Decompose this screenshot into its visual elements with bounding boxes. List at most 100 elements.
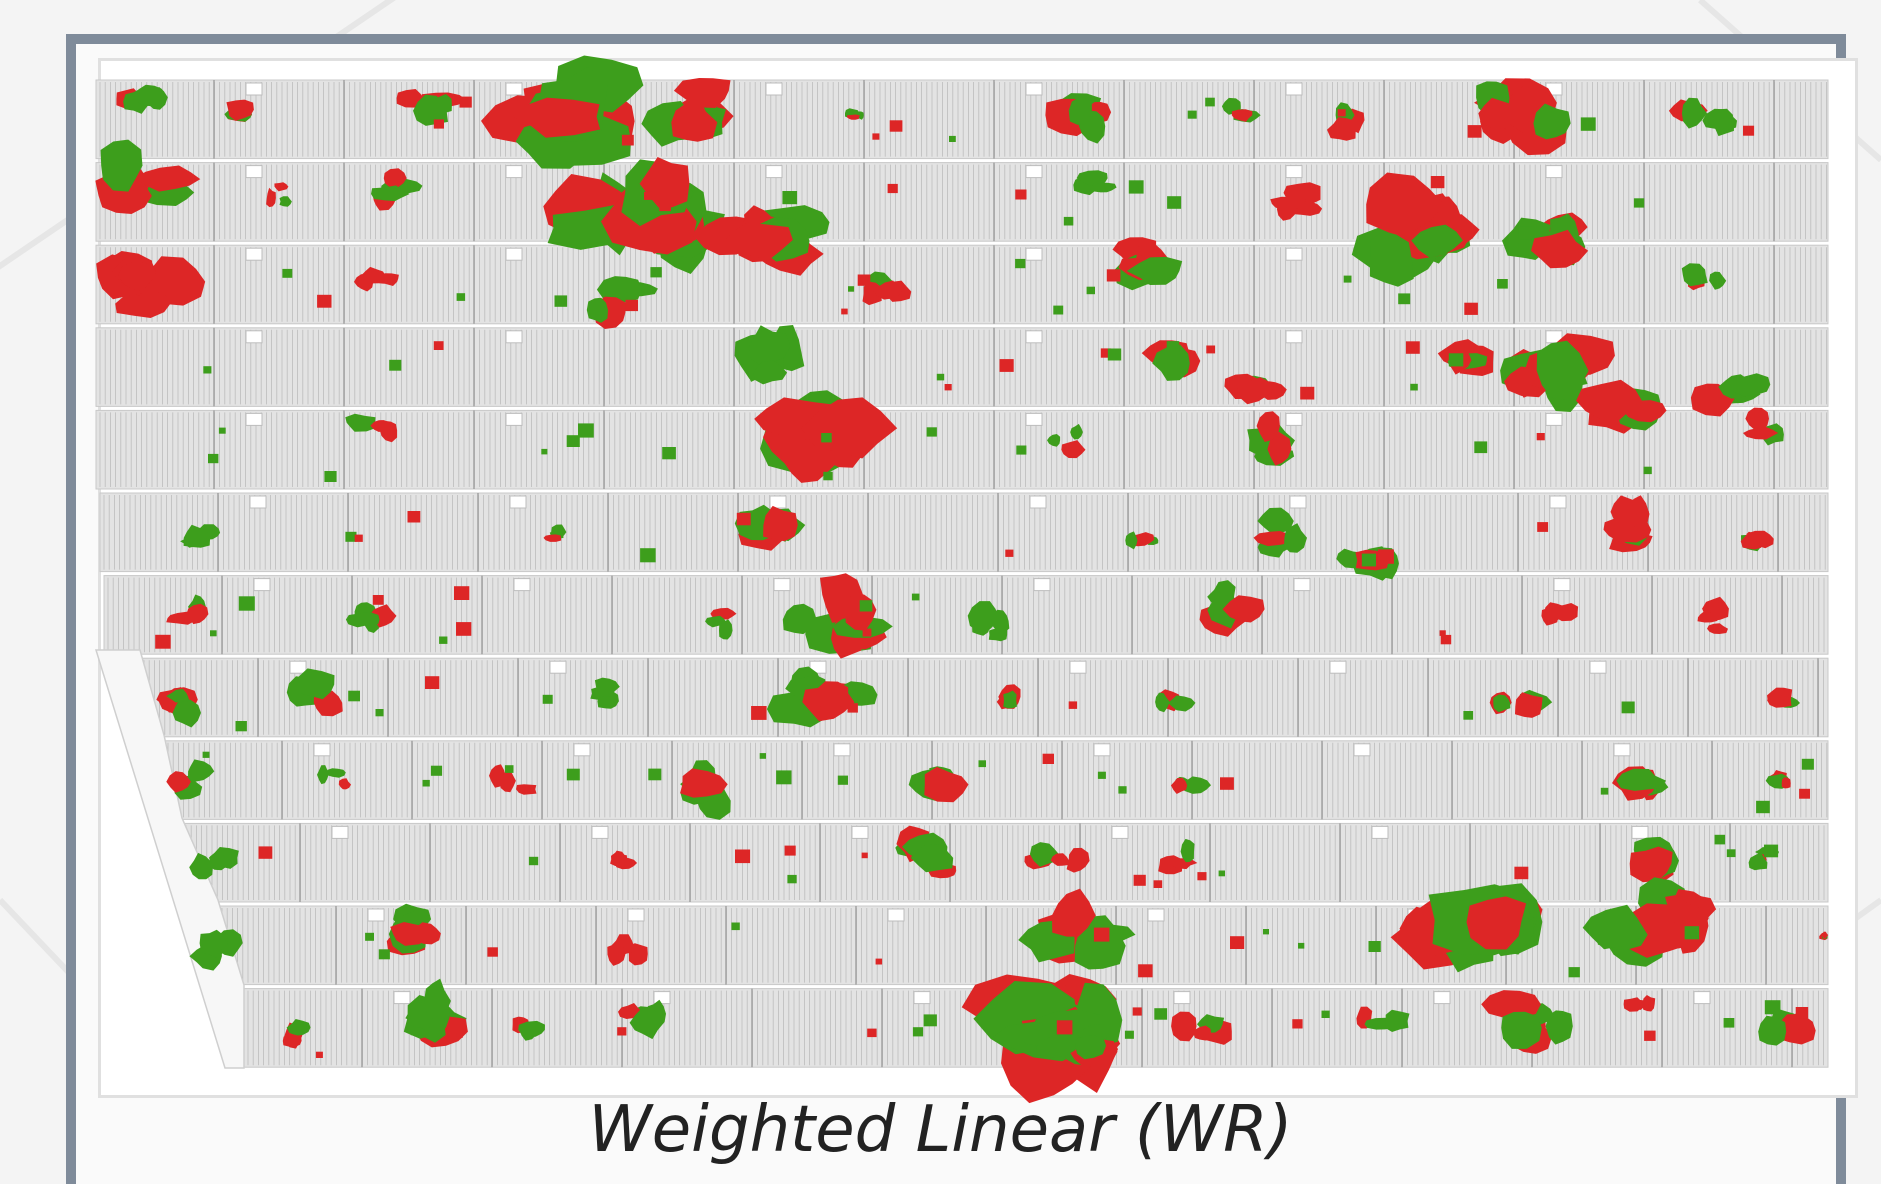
red-cluster (512, 97, 601, 138)
combiner-box (367, 908, 385, 922)
red-cluster (1576, 379, 1642, 420)
green-cluster (518, 1020, 545, 1038)
red-cluster (1253, 531, 1292, 547)
red-cluster (1543, 602, 1568, 624)
red-speck (354, 534, 363, 542)
combiner-box (1589, 660, 1607, 674)
red-speck (1337, 109, 1346, 117)
green-speck (1448, 353, 1464, 367)
green-speck (787, 874, 797, 884)
combiner-box (913, 991, 931, 1005)
green-speck (936, 373, 945, 381)
combiner-box (505, 330, 523, 344)
green-cluster (1384, 1009, 1410, 1032)
red-cluster (763, 505, 798, 542)
red-speck (841, 308, 848, 315)
green-cluster (413, 94, 448, 126)
combiner-box (1147, 908, 1165, 922)
green-speck (1568, 967, 1580, 978)
green-cluster (1411, 224, 1463, 258)
green-cluster (629, 1007, 664, 1040)
red-speck (1005, 549, 1014, 557)
green-speck (1128, 180, 1144, 194)
green-speck (208, 453, 219, 464)
green-speck (1218, 870, 1225, 877)
green-cluster (1125, 531, 1138, 550)
red-cluster (186, 603, 209, 625)
red-speck (999, 359, 1014, 372)
green-cluster (1702, 108, 1737, 131)
combiner-box (1285, 330, 1303, 344)
green-speck (1723, 1018, 1735, 1028)
green-speck (554, 295, 568, 307)
green-cluster (279, 196, 292, 207)
combiner-box (1025, 412, 1043, 426)
red-speck (1644, 1030, 1656, 1041)
red-speck (735, 849, 751, 864)
red-cluster (543, 534, 562, 542)
green-speck (238, 596, 255, 611)
combiner-box (331, 825, 349, 839)
green-speck (650, 267, 662, 278)
combiner-box (1093, 743, 1111, 757)
green-speck (566, 768, 580, 781)
red-speck (857, 274, 871, 286)
red-cluster (516, 784, 537, 795)
green-speck (422, 779, 430, 787)
green-speck (348, 690, 360, 702)
red-speck (1138, 964, 1153, 978)
green-speck (1580, 117, 1596, 131)
green-speck (1015, 258, 1026, 269)
green-cluster (1681, 97, 1707, 129)
red-speck (1536, 433, 1545, 441)
red-speck (736, 512, 751, 526)
red-speck (433, 119, 444, 129)
red-cluster (1066, 847, 1090, 873)
combiner-box (1285, 247, 1303, 261)
combiner-box (627, 908, 645, 922)
red-speck (784, 845, 796, 856)
red-cluster (396, 89, 424, 108)
green-speck (759, 753, 766, 759)
red-cluster (817, 681, 849, 710)
panel-row (99, 492, 1829, 573)
red-cluster (1236, 377, 1273, 405)
combiner-box (1173, 991, 1191, 1005)
green-speck (662, 447, 676, 460)
green-speck (1643, 466, 1652, 475)
red-cluster (1366, 172, 1444, 233)
green-cluster (749, 325, 791, 367)
green-speck (923, 1014, 937, 1027)
green-cluster (753, 360, 788, 385)
green-cluster (988, 627, 1008, 642)
green-speck (1764, 1000, 1781, 1015)
green-cluster (1180, 838, 1195, 863)
red-cluster (376, 273, 399, 286)
red-cluster (370, 420, 391, 432)
red-speck (433, 341, 444, 350)
green-speck (1118, 786, 1127, 794)
panel-row (139, 657, 1829, 738)
red-cluster (282, 1033, 302, 1047)
green-speck (1053, 305, 1064, 315)
red-speck (1439, 630, 1446, 636)
green-speck (1154, 1008, 1168, 1020)
combiner-box (1025, 165, 1043, 179)
green-cluster (1758, 1015, 1787, 1046)
red-speck (1405, 341, 1420, 354)
red-speck (1220, 777, 1234, 790)
green-cluster (1126, 256, 1183, 285)
combiner-box (1433, 991, 1451, 1005)
red-speck (1537, 522, 1549, 532)
green-speck (389, 359, 402, 371)
combiner-box (1025, 82, 1043, 96)
green-cluster (1369, 230, 1414, 287)
green-cluster (1076, 170, 1108, 186)
red-cluster (1231, 109, 1253, 122)
green-cluster (132, 84, 166, 107)
red-cluster (1051, 888, 1096, 937)
green-speck (1474, 441, 1488, 454)
red-speck (847, 703, 858, 713)
combiner-box (1285, 82, 1303, 96)
red-cluster (1610, 495, 1650, 529)
